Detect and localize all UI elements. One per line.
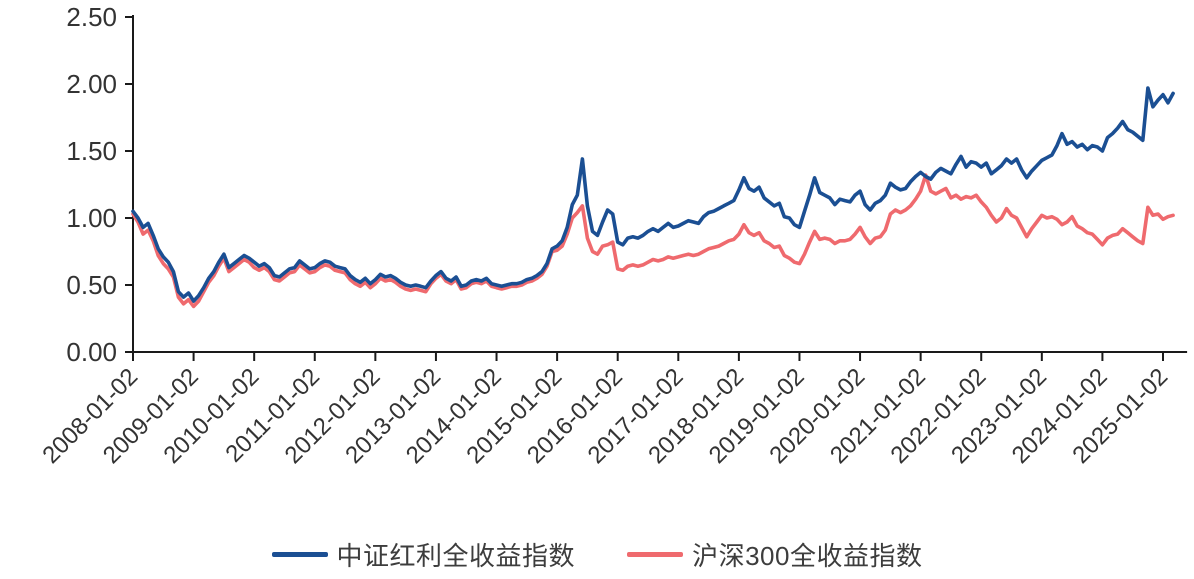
y-tick-label: 2.50 (66, 2, 117, 32)
legend-item-csi-dividend-tr-index: 中证红利全收益指数 (271, 536, 576, 573)
y-tick-label: 1.50 (66, 136, 117, 166)
legend: 中证红利全收益指数 沪深300全收益指数 (0, 536, 1194, 573)
y-tick-label: 1.00 (66, 203, 117, 233)
legend-line-swatch-red (627, 552, 684, 557)
legend-line-swatch-blue (271, 552, 328, 557)
series-line-0 (131, 86, 1175, 303)
series-line-1 (131, 173, 1175, 309)
y-tick-label: 0.00 (66, 337, 117, 367)
legend-label-csi300-tr-index: 沪深300全收益指数 (692, 541, 923, 571)
y-tick-label: 2.00 (66, 69, 117, 99)
y-tick-label: 0.50 (66, 270, 117, 300)
legend-label-csi-dividend-tr-index: 中证红利全收益指数 (336, 541, 576, 571)
legend-item-csi300-tr-index: 沪深300全收益指数 (627, 536, 922, 573)
